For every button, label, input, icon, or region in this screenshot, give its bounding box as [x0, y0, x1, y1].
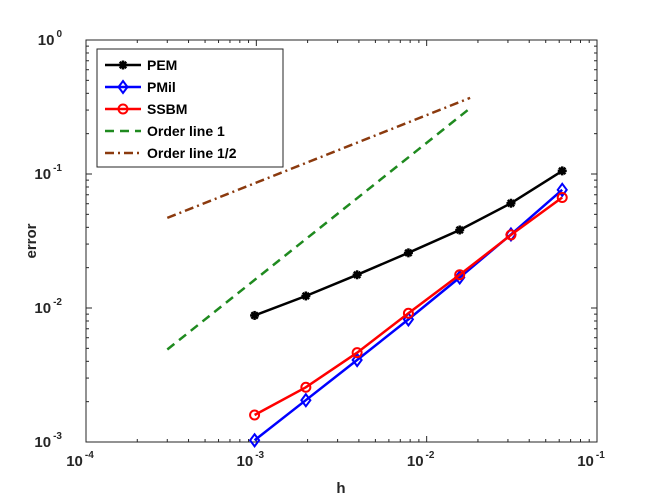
y-tick-label: 10 -2 — [34, 297, 62, 317]
legend-marker — [117, 79, 129, 95]
data-point-pem — [557, 166, 567, 176]
data-point-ssbm — [249, 409, 261, 421]
x-tick-label: 10 -1 — [577, 450, 605, 470]
data-point-pem — [455, 225, 465, 235]
legend-marker — [117, 103, 129, 115]
x-tick-label: 10 -4 — [66, 450, 94, 470]
series-pem — [250, 166, 567, 320]
data-point-pmil — [248, 432, 261, 448]
data-point-ssbm — [454, 269, 466, 281]
series-order-line-1 — [166, 107, 471, 351]
data-point-ssbm — [351, 347, 363, 359]
y-tick-label: 10 -3 — [34, 431, 62, 451]
y-tick-label: 10 0 — [38, 29, 63, 49]
data-point-ssbm — [505, 229, 517, 241]
data-point-ssbm — [402, 307, 414, 319]
data-point-pem — [301, 291, 311, 301]
data-point-pmil — [453, 269, 466, 286]
x-tick-label: 10 -3 — [237, 450, 265, 470]
data-point-pmil — [556, 182, 568, 198]
legend-entry-order-line-1-2: Order line 1/2 — [105, 145, 237, 161]
series-line-order-line-1-2 — [166, 96, 471, 220]
series-order-line-1-2 — [166, 96, 471, 220]
legend-entry-pem: PEM — [105, 57, 177, 73]
y-tick-label: 10 -1 — [34, 163, 62, 183]
data-point-pmil — [300, 392, 312, 408]
x-tick-label: 10 -2 — [407, 450, 435, 470]
legend-entry-order-line-1: Order line 1 — [105, 123, 225, 139]
x-axis-label: h — [336, 480, 345, 497]
series-layer — [166, 96, 568, 448]
data-point-ssbm — [300, 381, 312, 393]
legend-entry-ssbm: SSBM — [105, 101, 187, 117]
series-line-ssbm — [254, 196, 563, 417]
series-line-order-line-1 — [166, 107, 471, 351]
legend: PEM PMil SSBM Order line 1 Order line 1/2 — [96, 48, 284, 168]
data-point-pmil — [351, 352, 363, 368]
data-point-pem — [250, 310, 260, 320]
legend-marker — [118, 60, 128, 70]
data-point-pem — [506, 198, 516, 208]
legend-entry-pmil: PMil — [105, 79, 176, 95]
legend-label: PMil — [147, 79, 176, 95]
legend-label: Order line 1/2 — [147, 145, 237, 161]
data-point-pem — [352, 270, 362, 280]
legend-label: PEM — [147, 57, 177, 73]
data-point-pem — [403, 248, 413, 258]
series-ssbm — [249, 191, 568, 421]
legend-label: Order line 1 — [147, 123, 225, 139]
y-axis-label: error — [23, 223, 40, 258]
legend-label: SSBM — [147, 101, 187, 117]
data-point-ssbm — [556, 191, 568, 203]
